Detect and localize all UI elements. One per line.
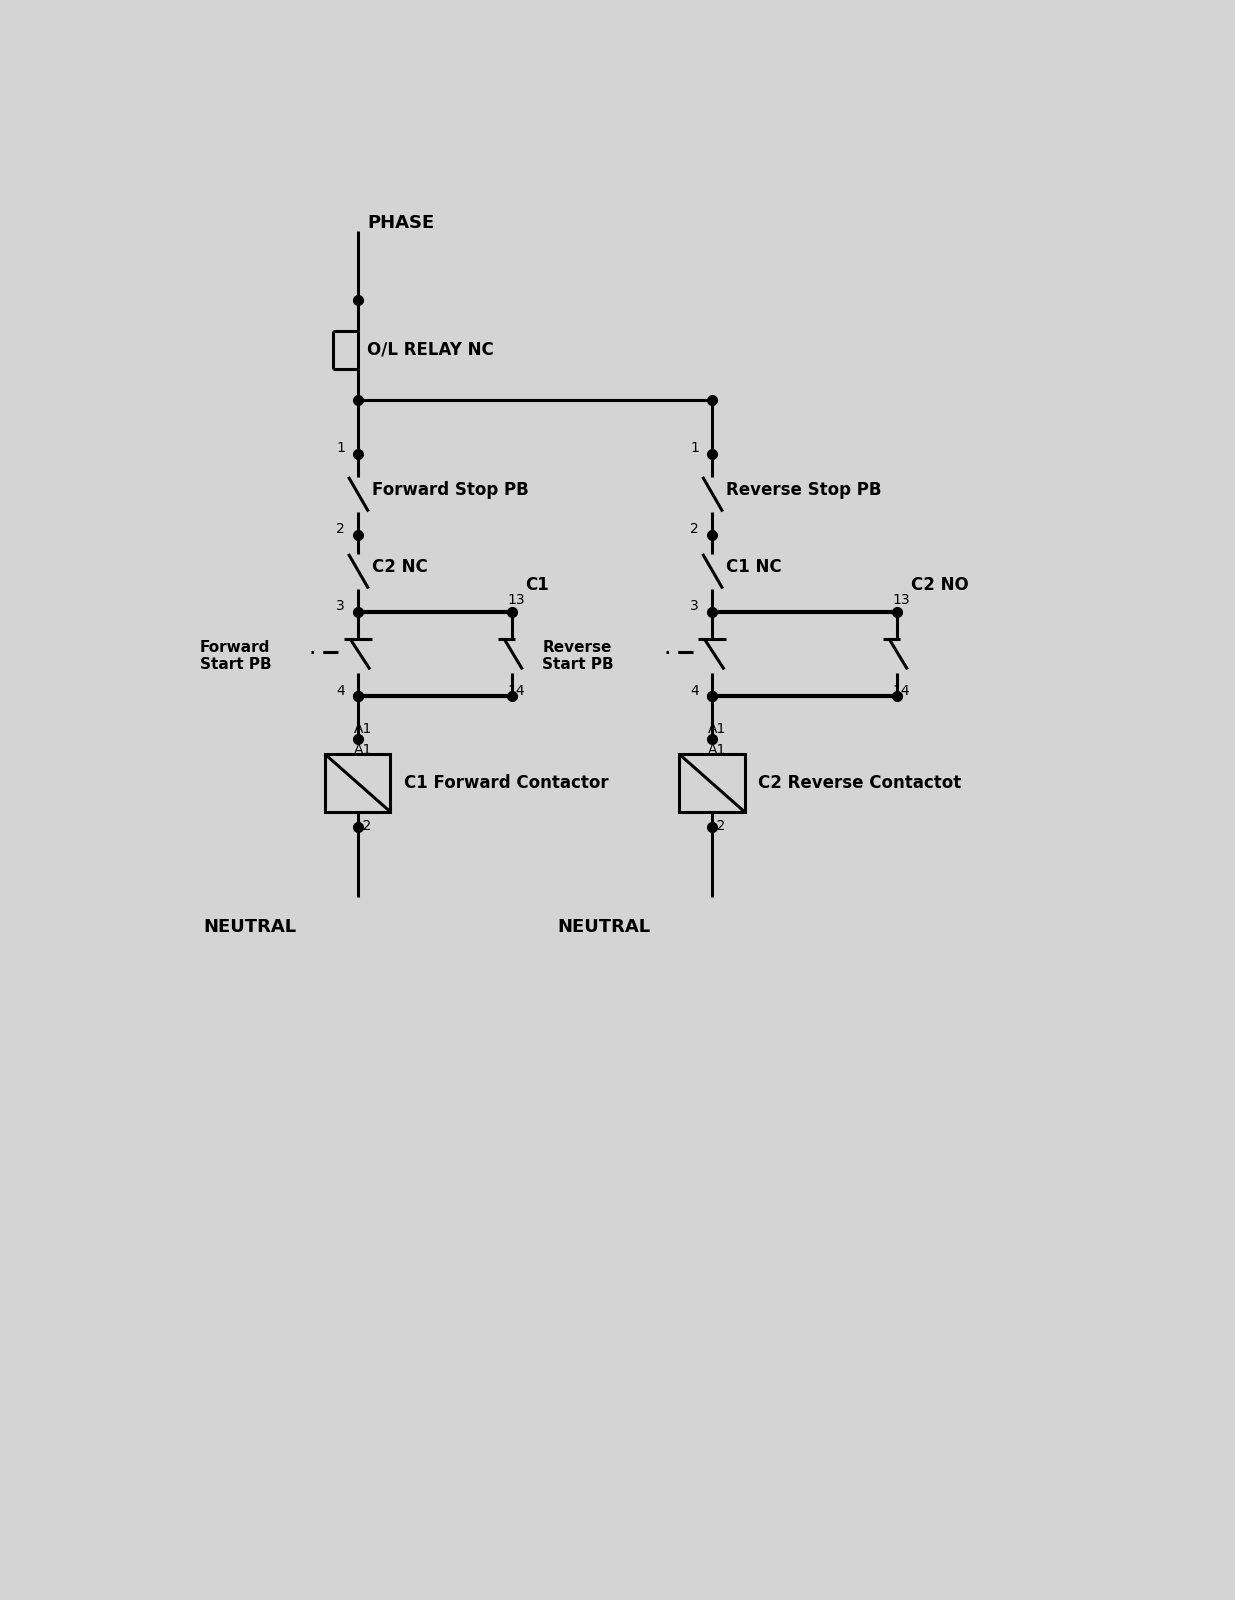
Text: A1: A1 — [353, 744, 372, 757]
Text: 13: 13 — [508, 594, 525, 606]
Text: 2: 2 — [690, 522, 699, 536]
Text: 14: 14 — [508, 683, 525, 698]
Text: 14: 14 — [893, 683, 910, 698]
Bar — [325, 754, 390, 811]
Text: O/L RELAY NC: O/L RELAY NC — [367, 341, 494, 358]
Text: A1: A1 — [708, 744, 726, 757]
Text: 2: 2 — [336, 522, 345, 536]
Text: Reverse
Start PB: Reverse Start PB — [542, 640, 614, 672]
Text: C1: C1 — [526, 576, 550, 594]
Text: Reverse Stop PB: Reverse Stop PB — [726, 482, 882, 499]
Text: NEUTRAL: NEUTRAL — [558, 918, 651, 936]
Text: Forward
Start PB: Forward Start PB — [200, 640, 272, 672]
Text: Forward Stop PB: Forward Stop PB — [372, 482, 529, 499]
Text: NEUTRAL: NEUTRAL — [204, 918, 296, 936]
Text: 4: 4 — [336, 683, 345, 698]
Text: A1: A1 — [708, 722, 726, 736]
Text: 1: 1 — [336, 442, 345, 456]
Text: 3: 3 — [690, 600, 699, 613]
Text: PHASE: PHASE — [367, 214, 435, 232]
Text: C2 Reverse Contactot: C2 Reverse Contactot — [758, 774, 961, 792]
Text: C1 Forward Contactor: C1 Forward Contactor — [404, 774, 609, 792]
Text: C1 NC: C1 NC — [726, 558, 782, 576]
Text: 4: 4 — [690, 683, 699, 698]
Bar — [679, 754, 745, 811]
Text: C2 NO: C2 NO — [910, 576, 968, 594]
Text: 1: 1 — [690, 442, 699, 456]
Text: A1: A1 — [353, 722, 372, 736]
Text: 3: 3 — [336, 600, 345, 613]
Text: A2: A2 — [708, 819, 726, 832]
Text: C2 NC: C2 NC — [372, 558, 427, 576]
Text: A2: A2 — [353, 819, 372, 832]
Text: 13: 13 — [893, 594, 910, 606]
